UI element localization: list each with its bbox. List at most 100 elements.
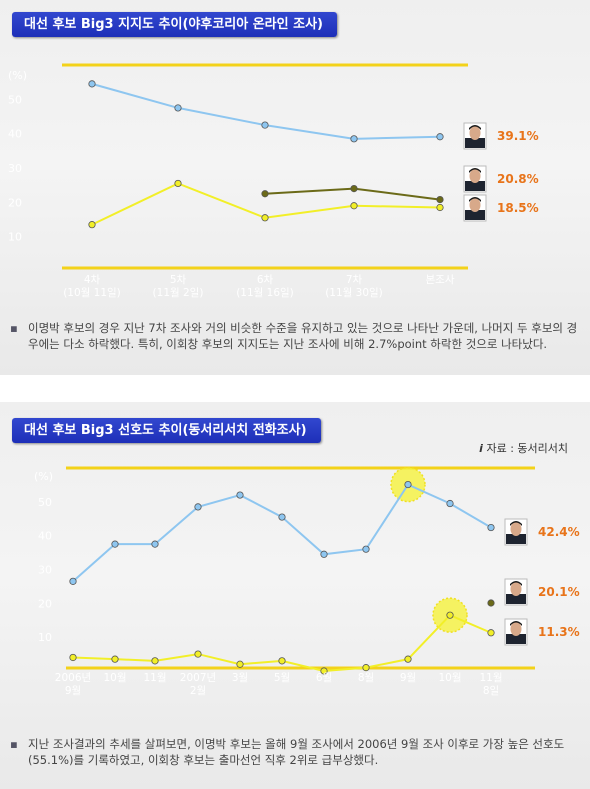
- y-tick-label: 50: [38, 496, 52, 509]
- y-axis-unit: (%): [34, 470, 53, 483]
- x-tick-label: 9월: [400, 672, 416, 684]
- portrait-face: [469, 126, 481, 140]
- x-tick-label: 6월: [316, 672, 332, 684]
- portrait-lee-icon: [504, 518, 528, 546]
- portrait-suit: [465, 210, 485, 220]
- data-point: [261, 121, 269, 129]
- note-text: 이명박 후보의 경우 지난 7차 조사와 거의 비슷한 수준을 유지하고 있는 …: [28, 321, 578, 351]
- data-point: [404, 655, 412, 663]
- data-point: [362, 664, 370, 672]
- x-tick-label: 3월: [232, 672, 248, 684]
- y-tick-label: 10: [8, 231, 22, 244]
- note-text: 지난 조사결과의 추세를 살펴보면, 이명박 후보는 올해 9월 조사에서 20…: [28, 737, 565, 767]
- x-tick-label: 5월: [274, 672, 290, 684]
- data-point: [362, 545, 370, 553]
- chart-note: ▪ 지난 조사결과의 추세를 살펴보면, 이명박 후보는 올해 9월 조사에서 …: [10, 736, 578, 768]
- data-point: [236, 491, 244, 499]
- x-tick-line: 11월: [479, 672, 502, 684]
- x-tick-line: 3월: [232, 672, 248, 684]
- y-tick-label: 20: [8, 196, 22, 209]
- value-label: 18.5%: [497, 201, 539, 215]
- portrait-face: [510, 522, 522, 536]
- portrait-face: [510, 582, 522, 596]
- data-point: [236, 660, 244, 668]
- value-label: 42.4%: [538, 525, 580, 539]
- data-point: [151, 657, 159, 665]
- bullet-icon: ▪: [10, 737, 18, 751]
- y-tick-label: 50: [8, 93, 22, 106]
- x-tick-label: 7차 (11월 30일): [325, 274, 383, 299]
- x-tick-label: 10월: [103, 672, 126, 684]
- source-text: 자료 : 동서리서치: [486, 442, 568, 455]
- x-tick-line: 7차: [346, 274, 363, 286]
- data-point: [487, 523, 495, 532]
- portrait-suit: [506, 594, 526, 604]
- bullet-icon: ▪: [10, 321, 18, 335]
- data-point: [111, 655, 119, 663]
- data-point: [487, 629, 495, 637]
- portrait-suit: [465, 181, 485, 191]
- portrait-hair: [510, 621, 522, 626]
- data-point: [350, 135, 358, 143]
- data-point: [174, 104, 182, 112]
- x-tick-line: 6월: [316, 672, 332, 684]
- portrait-lee-hoechang-icon: [463, 165, 487, 193]
- x-tick-label: 2006년 9월: [55, 672, 91, 697]
- x-tick-label: 4차 (10월 11일): [63, 274, 121, 299]
- source-note: i 자료 : 동서리서치: [479, 440, 568, 456]
- x-tick-label: 5차 (11월 2일): [153, 274, 204, 299]
- portrait-lee-icon: [463, 122, 487, 150]
- portrait-suit: [506, 534, 526, 544]
- x-tick-line: 5월: [274, 672, 290, 684]
- data-point: [88, 221, 96, 229]
- chart-title: 대선 후보 Big3 지지도 추이(야후코리아 온라인 조사): [12, 12, 337, 37]
- data-point: [446, 499, 454, 508]
- data-point: [436, 133, 444, 141]
- value-label: 20.8%: [497, 172, 539, 186]
- data-point: [320, 550, 328, 558]
- x-tick-label: 11월: [143, 672, 166, 684]
- portrait-hair: [510, 521, 522, 526]
- data-point: [350, 202, 358, 210]
- portrait-suit: [506, 634, 526, 644]
- portrait-suit: [465, 138, 485, 148]
- x-tick-line: 4차: [84, 274, 101, 286]
- x-tick-label: 2007년 2월: [180, 672, 216, 697]
- y-tick-label: 30: [8, 162, 22, 175]
- y-tick-label: 30: [38, 564, 52, 577]
- divider: [0, 375, 590, 402]
- chart-panel-support: (%) 10 20 30 40 50 4차 (10월 11일) 5차 (11월 2일) 6차 (11월…: [0, 0, 590, 375]
- data-point: [436, 203, 444, 212]
- y-tick-label: 40: [38, 530, 52, 543]
- chart-note: ▪ 이명박 후보의 경우 지난 7차 조사와 거의 비슷한 수준을 유지하고 있…: [10, 320, 578, 352]
- data-point: [194, 650, 202, 658]
- data-point: [111, 540, 119, 548]
- portrait-face: [469, 169, 481, 183]
- portrait-face: [510, 622, 522, 636]
- x-tick-line: 8월: [358, 672, 374, 684]
- value-label: 20.1%: [538, 585, 580, 599]
- x-tick-line: 8일: [483, 684, 499, 697]
- data-point: [88, 80, 96, 88]
- data-point: [404, 480, 412, 489]
- x-tick-line: 5차: [170, 274, 187, 286]
- data-point: [69, 577, 77, 585]
- y-tick-label: 10: [38, 631, 52, 644]
- x-tick-line: 2월: [190, 685, 206, 697]
- y-axis-unit: (%): [8, 69, 27, 82]
- y-tick-label: 20: [38, 597, 52, 610]
- data-point: [194, 503, 202, 511]
- x-tick-line: (10월 11일): [63, 286, 121, 299]
- x-tick-line: 10월: [438, 672, 461, 684]
- x-tick-line: 9월: [400, 672, 416, 684]
- data-point: [69, 653, 77, 662]
- x-tick-line: 11월: [143, 672, 166, 684]
- portrait-lee-hoechang-icon: [504, 578, 528, 606]
- x-tick-line: (11월 30일): [325, 286, 383, 299]
- series-line-0: [91, 82, 441, 140]
- value-label: 39.1%: [497, 129, 539, 143]
- portrait-chung-icon: [504, 618, 528, 646]
- x-tick-line: 6차: [257, 274, 274, 286]
- preference-chart: (%) 10 20 30 40 50 2006년 9월 10월 11월 2007년 2월 3월 5월 6월 8…: [34, 466, 580, 697]
- series-line-0: [72, 483, 492, 583]
